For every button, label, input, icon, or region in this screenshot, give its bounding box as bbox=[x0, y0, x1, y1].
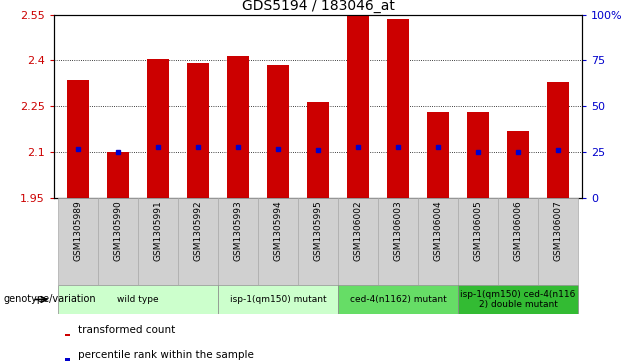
Text: GSM1305993: GSM1305993 bbox=[233, 200, 242, 261]
Bar bbox=[147, 59, 169, 198]
Text: GSM1305992: GSM1305992 bbox=[193, 200, 202, 261]
Text: GSM1306004: GSM1306004 bbox=[434, 200, 443, 261]
Title: GDS5194 / 183046_at: GDS5194 / 183046_at bbox=[242, 0, 394, 13]
Text: GSM1305991: GSM1305991 bbox=[153, 200, 163, 261]
Bar bbox=[467, 112, 489, 198]
Text: GSM1306007: GSM1306007 bbox=[553, 200, 562, 261]
Bar bbox=[347, 15, 369, 198]
Text: GSM1306002: GSM1306002 bbox=[354, 200, 363, 261]
Bar bbox=[98, 198, 138, 285]
Bar bbox=[267, 65, 289, 198]
Bar bbox=[178, 198, 218, 285]
Bar bbox=[538, 198, 578, 285]
Text: GSM1305990: GSM1305990 bbox=[114, 200, 123, 261]
Bar bbox=[427, 112, 449, 198]
Bar bbox=[67, 80, 89, 198]
Text: GSM1306005: GSM1306005 bbox=[473, 200, 483, 261]
Bar bbox=[298, 198, 338, 285]
Text: GSM1305989: GSM1305989 bbox=[74, 200, 83, 261]
Bar bbox=[218, 285, 338, 314]
Bar bbox=[187, 64, 209, 198]
Bar bbox=[498, 198, 538, 285]
Bar bbox=[378, 198, 418, 285]
Text: wild type: wild type bbox=[117, 295, 159, 304]
Bar bbox=[107, 152, 129, 198]
Text: percentile rank within the sample: percentile rank within the sample bbox=[78, 350, 254, 360]
Text: isp-1(qm150) mutant: isp-1(qm150) mutant bbox=[230, 295, 326, 304]
Bar bbox=[338, 198, 378, 285]
Text: genotype/variation: genotype/variation bbox=[3, 294, 96, 305]
Bar bbox=[307, 102, 329, 198]
Text: GSM1306006: GSM1306006 bbox=[513, 200, 522, 261]
Bar bbox=[418, 198, 458, 285]
Bar bbox=[227, 56, 249, 198]
Bar bbox=[387, 19, 409, 198]
Bar bbox=[458, 198, 498, 285]
Bar bbox=[547, 82, 569, 198]
Bar bbox=[58, 285, 218, 314]
Bar bbox=[138, 198, 178, 285]
Text: GSM1306003: GSM1306003 bbox=[394, 200, 403, 261]
Bar bbox=[258, 198, 298, 285]
Bar bbox=[338, 285, 458, 314]
Text: transformed count: transformed count bbox=[78, 325, 175, 335]
Text: ced-4(n1162) mutant: ced-4(n1162) mutant bbox=[350, 295, 446, 304]
Bar bbox=[65, 358, 70, 360]
Text: GSM1305994: GSM1305994 bbox=[273, 200, 282, 261]
Bar bbox=[507, 131, 529, 198]
Text: isp-1(qm150) ced-4(n116
2) double mutant: isp-1(qm150) ced-4(n116 2) double mutant bbox=[460, 290, 576, 309]
Bar bbox=[458, 285, 578, 314]
Bar bbox=[58, 198, 98, 285]
Bar bbox=[218, 198, 258, 285]
Bar bbox=[65, 334, 70, 336]
Text: GSM1305995: GSM1305995 bbox=[314, 200, 322, 261]
